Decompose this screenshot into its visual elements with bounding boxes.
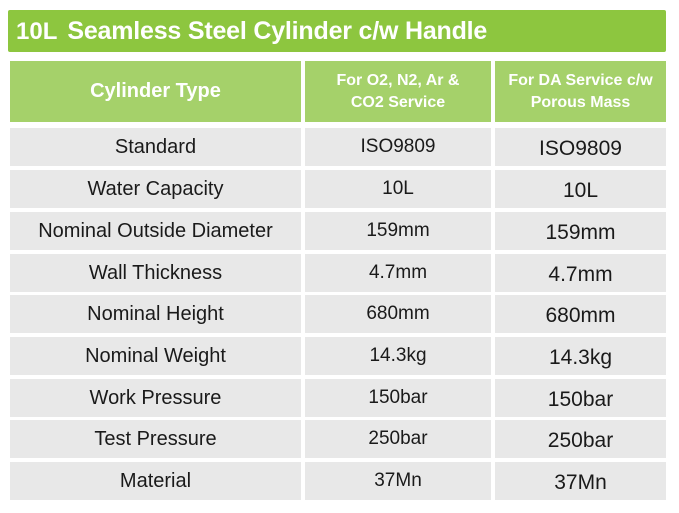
- row-label: Nominal Height: [10, 295, 301, 333]
- header-gas-service-line2: CO2 Service: [350, 93, 446, 111]
- row-gas-value: 10L: [305, 170, 491, 208]
- row-label: Nominal Weight: [10, 337, 301, 375]
- table-row: Test Pressure 250bar 250bar: [0, 420, 679, 458]
- row-label: Work Pressure: [10, 379, 301, 417]
- table-row: Work Pressure 150bar 150bar: [0, 379, 679, 417]
- row-da-value: 159mm: [495, 212, 666, 250]
- row-da-value: 680mm: [495, 295, 666, 333]
- row-label: Water Capacity: [10, 170, 301, 208]
- header-da-service-line1: For DA Service c/w: [508, 71, 653, 89]
- row-gas-value: 680mm: [305, 295, 491, 333]
- header-da-service-line2: Porous Mass: [530, 93, 631, 111]
- row-gas-value: 250bar: [305, 420, 491, 458]
- title-capacity: 10L: [16, 17, 58, 45]
- row-gas-value: 14.3kg: [305, 337, 491, 375]
- header-gas-service-line1: For O2, N2, Ar &: [336, 71, 460, 89]
- table-row: Material 37Mn 37Mn: [0, 462, 679, 500]
- row-da-value: 250bar: [495, 420, 666, 458]
- row-label: Test Pressure: [10, 420, 301, 458]
- row-label: Nominal Outside Diameter: [10, 212, 301, 250]
- row-gas-value: 150bar: [305, 379, 491, 417]
- table-row: Wall Thickness 4.7mm 4.7mm: [0, 254, 679, 292]
- row-label: Wall Thickness: [10, 254, 301, 292]
- table-row: Nominal Height 680mm 680mm: [0, 295, 679, 333]
- row-gas-value: 159mm: [305, 212, 491, 250]
- row-da-value: 4.7mm: [495, 254, 666, 292]
- row-gas-value: 4.7mm: [305, 254, 491, 292]
- row-da-value: 14.3kg: [495, 337, 666, 375]
- header-cylinder-type: Cylinder Type: [10, 61, 301, 122]
- row-da-value: 37Mn: [495, 462, 666, 500]
- title-name: Seamless Steel Cylinder c/w Handle: [67, 16, 488, 45]
- row-gas-value: 37Mn: [305, 462, 491, 500]
- row-label: Standard: [10, 128, 301, 166]
- row-label: Material: [10, 462, 301, 500]
- row-da-value: 10L: [495, 170, 666, 208]
- header-da-service: For DA Service c/w Porous Mass: [495, 61, 666, 122]
- table-row: Nominal Weight 14.3kg 14.3kg: [0, 337, 679, 375]
- table-row: Water Capacity 10L 10L: [0, 170, 679, 208]
- row-da-value: 150bar: [495, 379, 666, 417]
- row-da-value: ISO9809: [495, 128, 666, 166]
- table-row: Standard ISO9809 ISO9809: [0, 128, 679, 166]
- table-title-bar: 10L Seamless Steel Cylinder c/w Handle: [8, 10, 666, 52]
- table-row: Nominal Outside Diameter 159mm 159mm: [0, 212, 679, 250]
- header-gas-service: For O2, N2, Ar & CO2 Service: [305, 61, 491, 122]
- row-gas-value: ISO9809: [305, 128, 491, 166]
